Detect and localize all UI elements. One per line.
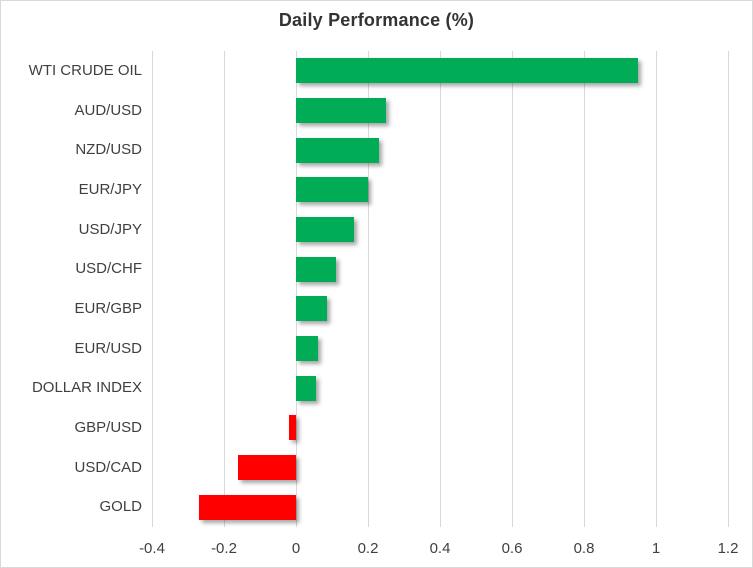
x-tick-label: 0 — [291, 540, 301, 557]
category-label-nzd-usd: NZD/USD — [75, 141, 142, 159]
bar-eur-jpy — [296, 177, 368, 203]
bar-eur-usd — [296, 336, 318, 361]
category-label-usd-cad: USD/CAD — [74, 458, 142, 476]
category-label-usd-chf: USD/CHF — [75, 260, 142, 278]
category-label-usd-jpy: USD/JPY — [78, 220, 142, 238]
x-tick-label: -0.4 — [139, 540, 165, 557]
gridline — [440, 51, 441, 527]
category-label-wti-crude-oil: WTI CRUDE OIL — [28, 62, 142, 79]
category-label-gold: GOLD — [99, 498, 142, 516]
category-label-dollar-index: DOLLAR INDEX — [31, 379, 142, 397]
gridline — [368, 51, 369, 527]
gridline — [296, 51, 297, 527]
bar-dollar-index — [296, 375, 316, 401]
x-tick-label: 1.2 — [717, 540, 739, 557]
gridline — [656, 51, 657, 527]
gridline — [152, 51, 153, 527]
category-label-eur-gbp: EUR/GBP — [74, 300, 142, 317]
bar-usd-jpy — [296, 217, 354, 242]
gridline — [728, 51, 729, 527]
x-tick-label: 0.6 — [501, 540, 523, 557]
bar-wti-crude-oil — [296, 58, 638, 84]
bar-usd-cad — [238, 455, 296, 480]
chart-title: Daily Performance (%) — [278, 10, 475, 30]
category-label-eur-jpy: EUR/JPY — [78, 181, 142, 198]
x-tick-label: 0.8 — [573, 540, 595, 557]
gridline — [512, 51, 513, 527]
x-tick-label: 1 — [651, 540, 661, 557]
bar-gold — [198, 494, 296, 520]
bar-usd-chf — [296, 256, 336, 282]
bar-nzd-usd — [296, 137, 379, 163]
category-label-gbp-usd: GBP/USD — [74, 419, 142, 436]
gridline — [584, 51, 585, 527]
x-tick-label: 0.2 — [357, 540, 379, 557]
category-label-eur-usd: EUR/USD — [74, 339, 142, 357]
bar-aud-usd — [296, 98, 386, 123]
x-tick-label: 0.4 — [429, 540, 451, 557]
x-tick-label: -0.2 — [211, 540, 237, 557]
bar-gbp-usd — [288, 415, 296, 441]
bar-eur-gbp — [296, 296, 327, 322]
gridline — [224, 51, 225, 527]
category-label-aud-usd: AUD/USD — [74, 101, 142, 119]
